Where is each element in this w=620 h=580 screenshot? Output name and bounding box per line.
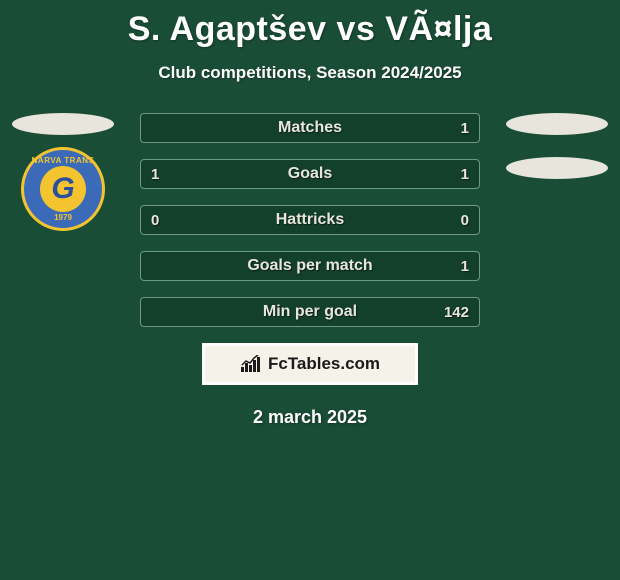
stat-right-value: 1 <box>461 166 469 183</box>
comparison-content: NARVA TRANS G 1979 Matches 1 1 Goals 1 0… <box>0 113 620 428</box>
left-player-column: NARVA TRANS G 1979 <box>8 113 118 231</box>
stat-right-value: 142 <box>444 304 469 321</box>
stat-label: Goals <box>288 165 332 183</box>
stat-left-value: 0 <box>151 212 159 229</box>
brand-box[interactable]: FcTables.com <box>202 343 418 385</box>
badge-year: 1979 <box>24 213 102 222</box>
stat-label: Matches <box>278 119 342 137</box>
right-player-column <box>502 113 612 189</box>
stat-left-value: 1 <box>151 166 159 183</box>
badge-letter: G <box>51 174 74 204</box>
stat-row: Min per goal 142 <box>140 297 480 327</box>
stat-label: Min per goal <box>263 303 357 321</box>
stat-row: Matches 1 <box>140 113 480 143</box>
bar-chart-icon <box>240 355 262 373</box>
player-ellipse-right-1 <box>506 113 608 135</box>
stat-row: 0 Hattricks 0 <box>140 205 480 235</box>
subtitle: Club competitions, Season 2024/2025 <box>0 63 620 83</box>
badge-club-name: NARVA TRANS <box>24 156 102 165</box>
brand-text: FcTables.com <box>268 354 380 374</box>
stat-label: Hattricks <box>276 211 344 229</box>
date: 2 march 2025 <box>0 407 620 428</box>
player-ellipse-right-2 <box>506 157 608 179</box>
stat-label: Goals per match <box>247 257 372 275</box>
badge-inner-circle: G <box>40 166 86 212</box>
badge-outer-circle: NARVA TRANS G 1979 <box>21 147 105 231</box>
stat-right-value: 0 <box>461 212 469 229</box>
stat-row: 1 Goals 1 <box>140 159 480 189</box>
club-badge-left: NARVA TRANS G 1979 <box>21 147 105 231</box>
page-title: S. Agaptšev vs VÃ¤lja <box>0 0 620 49</box>
stats-table: Matches 1 1 Goals 1 0 Hattricks 0 Goals … <box>140 113 480 327</box>
stat-row: Goals per match 1 <box>140 251 480 281</box>
player-ellipse-left <box>12 113 114 135</box>
stat-right-value: 1 <box>461 258 469 275</box>
stat-right-value: 1 <box>461 120 469 137</box>
